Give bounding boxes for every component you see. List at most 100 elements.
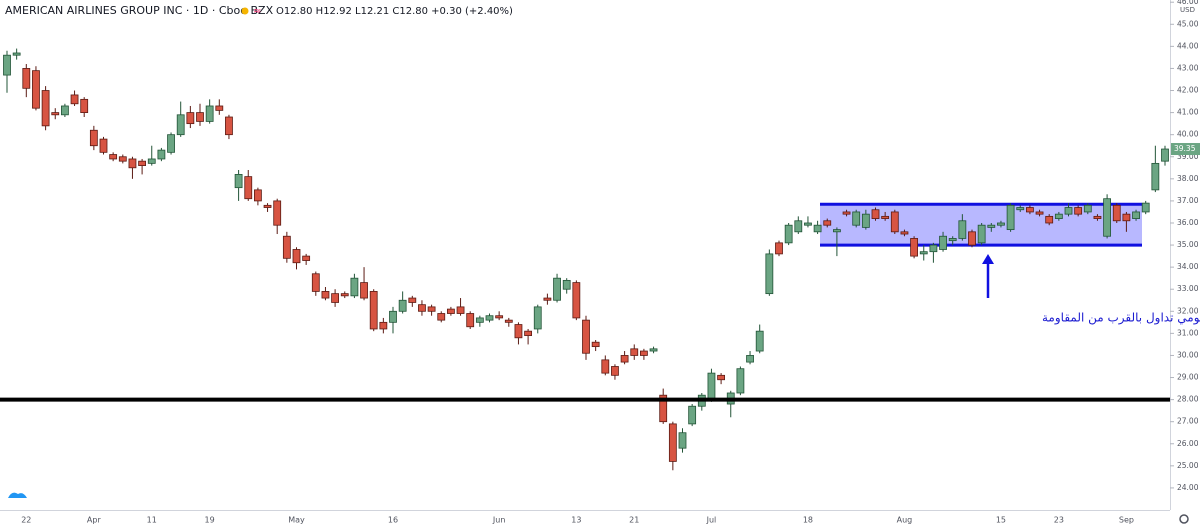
candle-body	[466, 313, 475, 328]
x-tick-label: Sep	[1119, 516, 1134, 525]
candle-body	[389, 310, 397, 323]
candle-body	[804, 222, 812, 226]
candle-body	[717, 374, 725, 381]
candle-body	[688, 405, 697, 425]
candle-body	[968, 231, 976, 246]
candle-body	[51, 112, 60, 116]
ohlc-readout: O12.80 H12.92 L12.21 C12.80 +0.30 (+2.40…	[276, 6, 513, 17]
session-icon	[241, 7, 249, 15]
candle-body	[524, 330, 532, 336]
candle-body	[321, 291, 330, 299]
y-tick-label: 37.00	[1177, 196, 1199, 205]
y-tick-label: 43.00	[1177, 63, 1199, 72]
y-tick-label: 28.00	[1177, 395, 1199, 404]
candle-body	[360, 282, 368, 299]
candle-body	[861, 213, 870, 228]
x-tick-label: 11	[147, 516, 157, 525]
candle-body	[890, 211, 899, 233]
candle-body	[755, 330, 764, 352]
candle-body	[1035, 211, 1044, 215]
currency-label: USD	[1180, 6, 1195, 14]
y-tick-label: 39.00	[1177, 152, 1199, 161]
y-tick-label: 25.00	[1177, 461, 1199, 470]
candle-body	[678, 432, 687, 449]
x-tick-label: 23	[1054, 516, 1064, 525]
candle-body	[948, 238, 957, 242]
candle-body	[1016, 207, 1025, 211]
candle-body	[418, 304, 426, 312]
candle-body	[842, 211, 851, 215]
logo[interactable]	[8, 492, 27, 498]
candle-body	[12, 52, 21, 56]
candle-body	[910, 238, 918, 257]
candle-body	[504, 319, 513, 323]
candle-body	[958, 220, 967, 239]
candle-body	[253, 189, 262, 202]
candle-body	[369, 291, 378, 330]
y-tick-label: 36.00	[1177, 218, 1199, 227]
y-tick-label: 31.00	[1177, 328, 1199, 337]
candle-body	[833, 229, 841, 233]
candle-body	[514, 324, 523, 339]
candle-body	[668, 423, 677, 462]
candle-body	[437, 313, 446, 321]
x-tick-label: Jun	[492, 516, 506, 525]
y-tick-label: 33.00	[1177, 284, 1199, 293]
candle-body	[871, 209, 880, 219]
candle-body	[707, 372, 716, 401]
candle-body	[70, 94, 79, 105]
x-tick-label: 18	[803, 516, 813, 525]
candle-body	[987, 224, 996, 228]
candle-body	[282, 235, 291, 259]
x-tick-label: 16	[388, 516, 398, 525]
x-tick-label: Jul	[706, 516, 717, 525]
candle-body	[553, 277, 561, 301]
candle-body	[398, 299, 407, 312]
candle-body	[649, 348, 658, 352]
candle-body	[176, 114, 185, 136]
candle-body	[128, 158, 137, 169]
y-tick-label: 40.00	[1177, 130, 1199, 139]
x-tick-label: 21	[629, 516, 639, 525]
candle-body	[591, 341, 600, 348]
candle-body	[977, 224, 986, 244]
candle-body	[929, 244, 938, 253]
candle-body	[118, 156, 127, 162]
candle-body	[138, 160, 147, 166]
candle-body	[205, 105, 214, 122]
candle-body	[61, 105, 69, 116]
candle-body	[427, 306, 436, 312]
candle-body	[881, 215, 890, 219]
candle-body	[167, 134, 175, 153]
y-tick-label: 29.00	[1177, 373, 1199, 382]
y-tick-label: 44.00	[1177, 41, 1199, 50]
candle-body	[263, 204, 272, 208]
last-price-label: 39.35	[1174, 144, 1196, 153]
candle-body	[1074, 207, 1083, 215]
candle-body	[244, 176, 253, 200]
candle-body	[1006, 204, 1015, 231]
settings-icon[interactable]	[1179, 514, 1189, 524]
candle-body	[379, 321, 388, 330]
candle-body	[1064, 207, 1073, 215]
candle-body	[601, 359, 610, 374]
annotation: فريم يومي تداول بالقرب من المقاومة	[1042, 311, 1200, 326]
candle-body	[1103, 198, 1111, 237]
candle-body	[900, 231, 909, 235]
y-tick-label: 42.00	[1177, 86, 1199, 95]
candle-body	[80, 98, 89, 113]
x-tick-label: Aug	[897, 516, 913, 525]
x-tick-label: May	[288, 516, 305, 525]
candle-body	[939, 235, 947, 250]
y-tick-label: 38.00	[1177, 174, 1199, 183]
y-tick-label: 45.00	[1177, 19, 1199, 28]
candle-body	[41, 90, 50, 127]
candle-body	[1161, 148, 1169, 162]
candle-body	[22, 68, 31, 89]
candle-body	[1054, 213, 1063, 219]
y-tick-label: 26.00	[1177, 439, 1199, 448]
candle-body	[446, 308, 455, 314]
y-tick-label: 32.00	[1177, 306, 1199, 315]
candle-body	[640, 350, 648, 356]
candle-body	[919, 251, 928, 255]
